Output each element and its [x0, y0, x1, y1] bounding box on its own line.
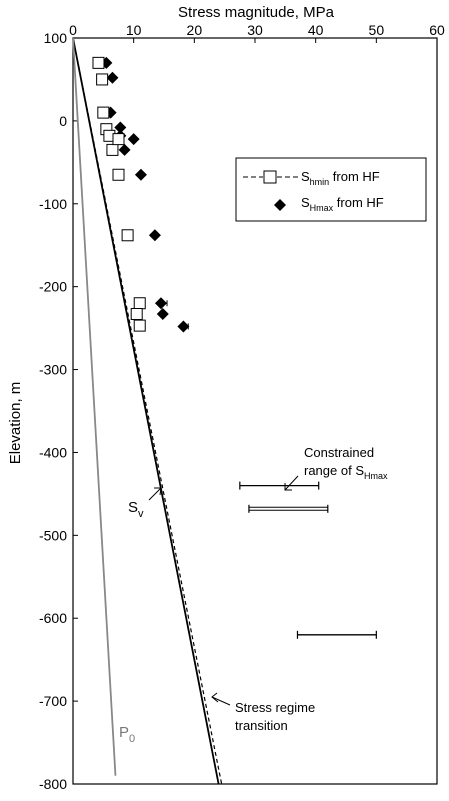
- y-tick-label: 100: [44, 30, 68, 46]
- transition-label-line1: Stress regime: [235, 700, 315, 715]
- y-tick-label: -800: [39, 776, 67, 792]
- shmax-point: [134, 168, 147, 181]
- sv-pointer-arrowhead: [154, 487, 162, 496]
- p0-label: P0: [119, 724, 135, 745]
- x-tick-label: 30: [247, 22, 263, 38]
- y-tick-label: -400: [39, 444, 67, 460]
- transition-pointer-arrowhead: [211, 692, 219, 703]
- shmin-point: [92, 56, 105, 69]
- y-tick-label: -600: [39, 610, 67, 626]
- constrained-pointer-arrowhead: [284, 483, 292, 491]
- y-tick-label: -500: [39, 527, 67, 543]
- shmax-point: [177, 320, 190, 333]
- constrained-pointer-arrow: [284, 475, 299, 491]
- sv-label: Sv: [128, 499, 144, 520]
- shmax-point: [127, 133, 140, 146]
- y-tick-label: -200: [39, 279, 67, 295]
- p0-line: [72, 37, 117, 776]
- range-bars: [239, 481, 377, 639]
- shmin-point: [112, 168, 125, 181]
- x-tick-label: 0: [69, 22, 77, 38]
- y-tick-label: -700: [39, 693, 67, 709]
- shmin-point: [130, 308, 143, 321]
- x-tick-label: 10: [126, 22, 142, 38]
- transition-label-line2: transition: [235, 718, 288, 733]
- transition-pointer-arrow: [211, 696, 231, 706]
- legend-label-shmin: Shmin from HF: [301, 169, 380, 187]
- x-axis-title: Stress magnitude, MPa: [178, 4, 335, 21]
- shmax-point: [148, 229, 161, 242]
- legend-marker-shmin: [263, 170, 277, 184]
- shmin-point: [121, 229, 134, 242]
- y-tick-label: 0: [59, 113, 67, 129]
- trend-lines: [72, 37, 223, 785]
- legend-marker-shmax: [274, 199, 286, 211]
- shmin-point: [97, 106, 110, 119]
- x-tick-label: 40: [308, 22, 324, 38]
- shmin-point: [112, 133, 125, 146]
- shmin-point: [106, 143, 119, 156]
- legend-label-shmax: SHmax from HF: [301, 195, 384, 213]
- annotations: Sv P0 Constrained range of SHmax Stress …: [119, 445, 388, 745]
- legend: Shmin from HF SHmax from HF: [235, 157, 427, 222]
- shmax-point: [106, 71, 119, 84]
- x-tick-labels: 0 10 20 30 40 50 60: [69, 22, 445, 38]
- shmin-point: [133, 319, 146, 332]
- shmin-point: [133, 297, 146, 310]
- x-tick-label: 20: [187, 22, 203, 38]
- shmin-point: [96, 73, 109, 86]
- sv-pointer-arrow: [148, 487, 162, 501]
- sv-line: [72, 37, 220, 785]
- y-tick-label: -300: [39, 362, 67, 378]
- x-tick-label: 50: [369, 22, 385, 38]
- data-points: [92, 56, 190, 333]
- shmax-point: [154, 297, 167, 310]
- x-tick-label: 60: [429, 22, 445, 38]
- shmax-point: [156, 308, 169, 321]
- shmax-point: [114, 121, 127, 134]
- y-tick-label: -100: [39, 196, 67, 212]
- y-axis-title: Elevation, m: [7, 382, 24, 465]
- legend-box: [235, 157, 427, 222]
- y-tick-labels: 100 0 -100 -200 -300 -400 -500 -600 -700 -800: [39, 30, 67, 792]
- constrained-range-label-line2: range of SHmax: [304, 463, 388, 481]
- constrained-range-label-line1: Constrained: [304, 445, 374, 460]
- shmax-point: [118, 143, 131, 156]
